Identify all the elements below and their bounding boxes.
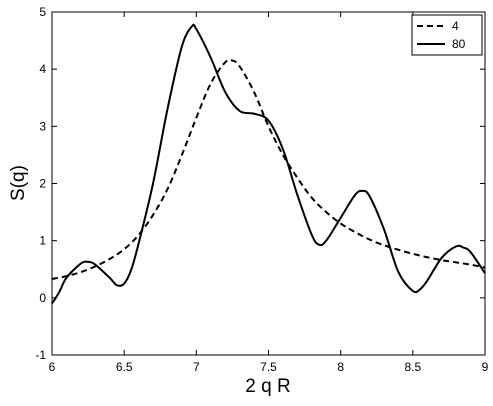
y-tick-label: 4 [39, 62, 46, 76]
y-axis-label: S(q) [8, 165, 29, 201]
x-tick-label: 8.5 [404, 360, 421, 374]
x-tick-label: 7 [193, 360, 200, 374]
x-tick-label: 6.5 [116, 360, 133, 374]
y-tick-label: 1 [39, 234, 46, 248]
x-axis-label: 2 q R [245, 376, 290, 397]
x-tick-label: 7.5 [260, 360, 277, 374]
line-series [51, 23, 486, 305]
x-tick-label: 6 [49, 360, 56, 374]
y-tick-label: 3 [39, 119, 46, 133]
line-series [51, 58, 486, 280]
x-tick-label: 8 [337, 360, 344, 374]
y-tick-label: -1 [35, 348, 46, 362]
y-tick-label: 2 [39, 177, 46, 191]
legend-box [411, 14, 483, 56]
legend-label: 4 [452, 19, 459, 33]
y-tick-label: 5 [39, 5, 46, 19]
x-tick-label: 9 [482, 360, 489, 374]
plot-frame [51, 11, 486, 356]
y-tick-label: 0 [39, 291, 46, 305]
legend-label: 80 [452, 37, 466, 51]
